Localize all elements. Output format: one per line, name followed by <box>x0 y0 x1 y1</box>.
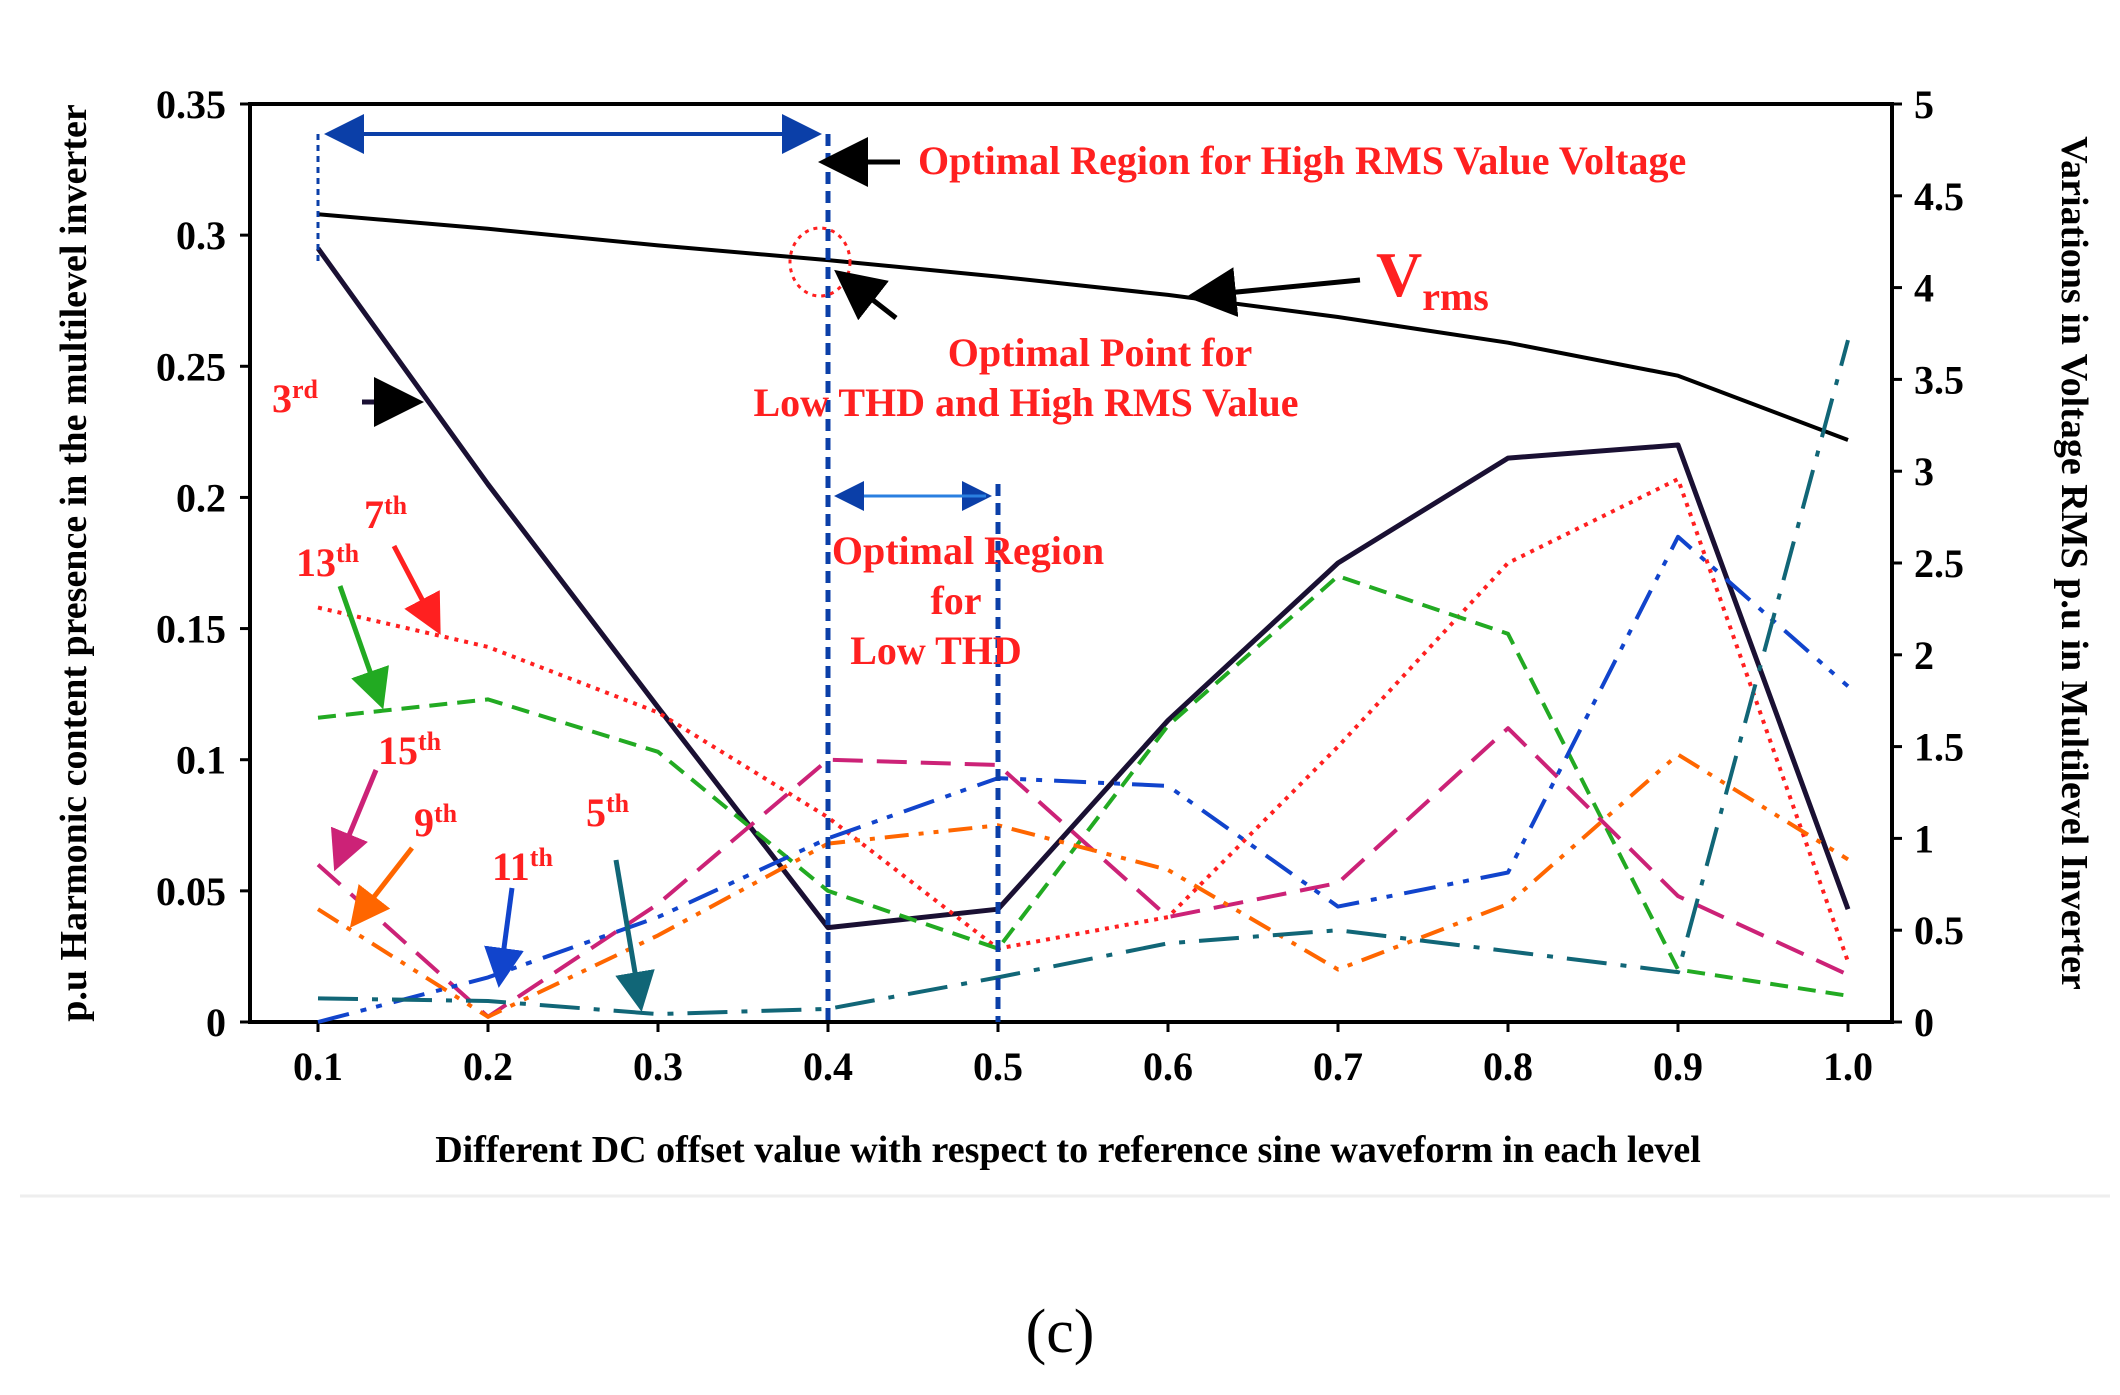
series-line-13th <box>317 574 1849 998</box>
y-tick-label: 0.1 <box>176 738 226 783</box>
y-tick-label: 0.15 <box>156 607 226 652</box>
optimal-region-markers <box>316 114 1001 1022</box>
y2-tick-label: 0 <box>1914 1000 1934 1045</box>
label-15th: 15th <box>330 727 442 872</box>
svg-text:9th: 9th <box>414 799 458 845</box>
svg-text:5th: 5th <box>586 789 630 835</box>
series-labels: 3rd 7th 13th 15th 9th <box>272 375 655 1012</box>
vrms-label: Vrms <box>1376 239 1489 319</box>
x-tick-label: 0.6 <box>1143 1044 1193 1089</box>
series-line-5th <box>317 339 1850 1017</box>
y2-axis-title: Variations in Voltage RMS p.u in Multile… <box>2053 136 2095 990</box>
y2-tick-label: 3 <box>1914 449 1934 494</box>
x-tick-label: 1.0 <box>1823 1044 1873 1089</box>
series-line-vrms <box>317 212 1849 442</box>
x-tick-label: 0.9 <box>1653 1044 1703 1089</box>
label-7th: 7th <box>364 491 441 635</box>
label-9th: 9th <box>349 799 458 928</box>
x-tick-label: 0.7 <box>1313 1044 1363 1089</box>
y-tick-label: 0.05 <box>156 869 226 914</box>
figure-caption: (c) <box>1026 1298 1095 1366</box>
svg-text:15th: 15th <box>378 727 442 773</box>
series-line-15th <box>316 726 1849 1019</box>
series-line-3rd <box>315 246 1851 931</box>
right-y-axis-ticks: 0 0.5 1 1.5 2 2.5 3 3.5 4 4.5 5 <box>1892 82 1964 1045</box>
x-tick-label: 0.4 <box>803 1044 853 1089</box>
svg-text:3rd: 3rd <box>272 375 319 421</box>
label-13th: 13th <box>296 539 389 710</box>
label-11th: 11th <box>484 843 553 988</box>
y2-tick-label: 5 <box>1914 82 1934 127</box>
annotation-low-thd-region: Optimal Region for Low THD <box>832 528 1104 673</box>
y2-tick-label: 1.5 <box>1914 725 1964 770</box>
svg-text:13th: 13th <box>296 539 360 585</box>
label-3rd: 3rd <box>272 375 424 427</box>
y-tick-label: 0.35 <box>156 82 226 127</box>
y2-tick-label: 3.5 <box>1914 357 1964 402</box>
y-tick-label: 0 <box>206 1000 226 1045</box>
low-thd-line2: for <box>930 578 981 623</box>
annotation-high-rms-text: Optimal Region for High RMS Value Voltag… <box>918 138 1686 183</box>
annotation-high-rms-region: Optimal Region for High RMS Value Voltag… <box>818 137 1686 187</box>
x-tick-label: 0.1 <box>293 1044 343 1089</box>
y-tick-label: 0.2 <box>176 475 226 520</box>
optimal-point-circle <box>788 226 852 298</box>
y2-tick-label: 1 <box>1914 816 1934 861</box>
x-tick-label: 0.3 <box>633 1044 683 1089</box>
series-lines <box>315 212 1851 1024</box>
y-tick-label: 0.25 <box>156 344 226 389</box>
y2-tick-label: 0.5 <box>1914 908 1964 953</box>
y2-tick-label: 2.5 <box>1914 541 1964 586</box>
y-axis-title: p.u Harmonic content presence in the mul… <box>53 104 95 1022</box>
y2-tick-label: 4 <box>1914 266 1934 311</box>
annotation-vrms: Vrms <box>1186 239 1489 319</box>
x-tick-label: 0.8 <box>1483 1044 1533 1089</box>
y2-tick-label: 2 <box>1914 633 1934 678</box>
annotation-optimal-point: Optimal Point for Low THD and High RMS V… <box>754 226 1299 425</box>
series-line-9th <box>316 752 1850 1019</box>
y2-tick-label: 4.5 <box>1914 174 1964 219</box>
optimal-point-line1: Optimal Point for <box>948 330 1252 375</box>
series-line-11th <box>317 534 1850 1024</box>
y-tick-label: 0.3 <box>176 213 226 258</box>
svg-text:7th: 7th <box>364 491 408 537</box>
optimal-point-line2: Low THD and High RMS Value <box>754 380 1299 425</box>
x-tick-label: 0.2 <box>463 1044 513 1089</box>
left-y-axis-ticks: 0 0.05 0.1 0.15 0.2 0.25 0.3 0.35 <box>156 82 250 1045</box>
x-axis-ticks: 0.1 0.2 0.3 0.4 0.5 0.6 0.7 0.8 0.9 1.0 <box>293 1022 1873 1089</box>
low-thd-line3: Low THD <box>850 628 1022 673</box>
x-axis-title: Different DC offset value with respect t… <box>435 1129 1701 1171</box>
low-thd-line1: Optimal Region <box>832 528 1104 573</box>
label-5th: 5th <box>586 789 655 1012</box>
svg-text:11th: 11th <box>492 843 553 889</box>
x-tick-label: 0.5 <box>973 1044 1023 1089</box>
